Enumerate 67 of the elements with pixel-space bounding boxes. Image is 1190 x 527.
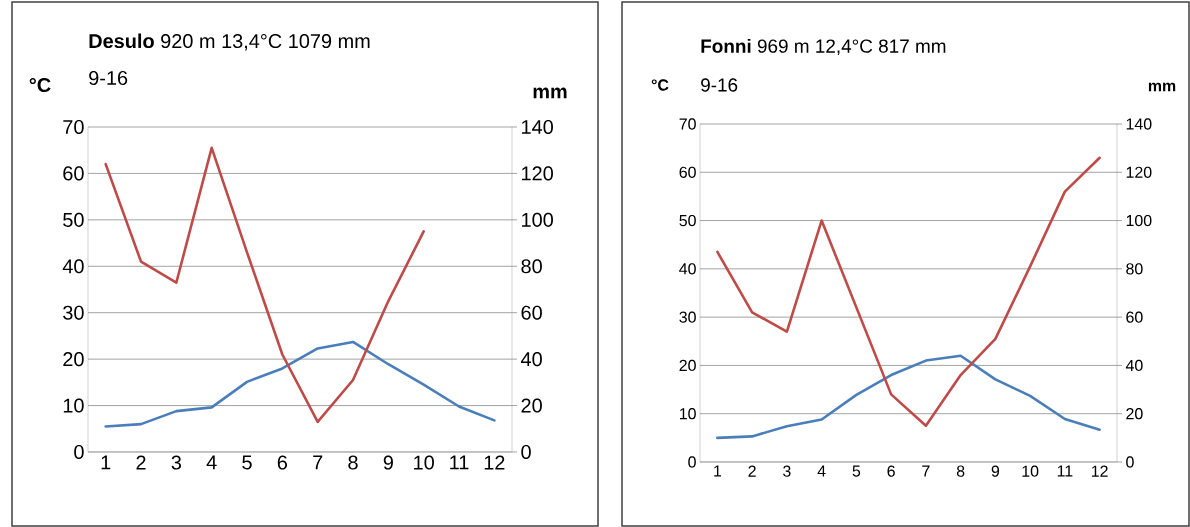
x-tick-label: 11 [1057,465,1073,477]
y-tick-label: 50 [63,212,84,227]
y2-tick-label: 20 [521,398,542,413]
chart-title: Desulo 920 m 13,4°C 1079 mm [89,33,370,51]
x-tick-label: 8 [348,455,358,470]
y-tick-label: 0 [688,456,696,468]
x-tick-label: 10 [1022,465,1039,477]
x-tick-label: 1 [714,465,722,477]
x-tick-label: 9 [383,455,393,470]
y-tick-label: 30 [63,305,84,320]
chart-subtitle: 9-16 [701,78,738,92]
x-tick-label: 9 [991,465,1000,477]
y-tick-label: 60 [63,166,84,181]
x-tick-label: 6 [887,465,895,477]
y-axis-title: °C [651,79,669,91]
chart-subtitle: 9-16 [89,70,128,86]
y-tick-label: 20 [63,352,84,367]
y2-tick-label: 80 [1126,263,1143,275]
x-tick-label: 12 [484,455,505,470]
y-tick-label: 60 [679,166,696,178]
y2-tick-label: 20 [1126,408,1143,420]
y2-tick-label: 100 [1126,214,1152,227]
y-tick-label: 40 [679,263,696,275]
y2-axis-title: mm [533,87,567,99]
x-tick-label: 2 [136,455,146,470]
x-tick-label: 3 [171,455,182,470]
x-tick-label: 6 [277,455,288,470]
y2-tick-label: 140 [522,119,553,135]
y-tick-label: 10 [63,398,84,413]
chart-title: Fonni 969 m 12,4°C 817 mm [701,38,946,56]
y-tick-label: 0 [74,444,84,460]
x-tick-label: 10 [414,455,434,470]
y-tick-label: 10 [679,408,696,420]
y-tick-label: 70 [679,118,696,130]
y2-tick-label: 0 [1126,456,1134,468]
y-tick-label: 20 [679,359,696,372]
y2-tick-label: 120 [1126,166,1152,178]
line-series [716,354,1101,440]
y2-tick-label: 80 [521,259,542,274]
x-tick-label: 5 [242,455,252,470]
y2-tick-label: 0 [521,444,531,460]
y-tick-label: 70 [63,119,84,135]
x-tick-label: 5 [852,465,861,477]
y-tick-label: 50 [679,214,696,227]
y2-tick-label: 40 [1125,359,1143,372]
x-tick-label: 7 [922,465,930,477]
x-tick-label: 2 [748,465,756,477]
y2-tick-label: 60 [1126,311,1143,323]
x-tick-label: 1 [101,455,111,470]
x-tick-label: 4 [817,465,826,477]
y-tick-label: 30 [679,311,696,323]
x-tick-label: 4 [206,455,217,470]
x-tick-label: 3 [783,465,791,477]
y-tick-label: 40 [62,259,84,274]
y2-tick-label: 40 [520,352,542,367]
y2-tick-label: 60 [521,305,542,320]
y2-axis-title: mm [1148,82,1176,92]
line-series [104,146,425,424]
y2-tick-label: 140 [1126,118,1152,130]
x-tick-label: 8 [956,465,965,477]
line-series [104,340,496,428]
x-tick-label: 12 [1091,465,1108,477]
x-tick-label: 11 [450,455,469,470]
x-tick-label: 7 [313,455,323,470]
y-axis-title: °C [29,77,51,93]
y2-tick-label: 120 [522,166,553,181]
y2-tick-label: 100 [522,212,553,227]
